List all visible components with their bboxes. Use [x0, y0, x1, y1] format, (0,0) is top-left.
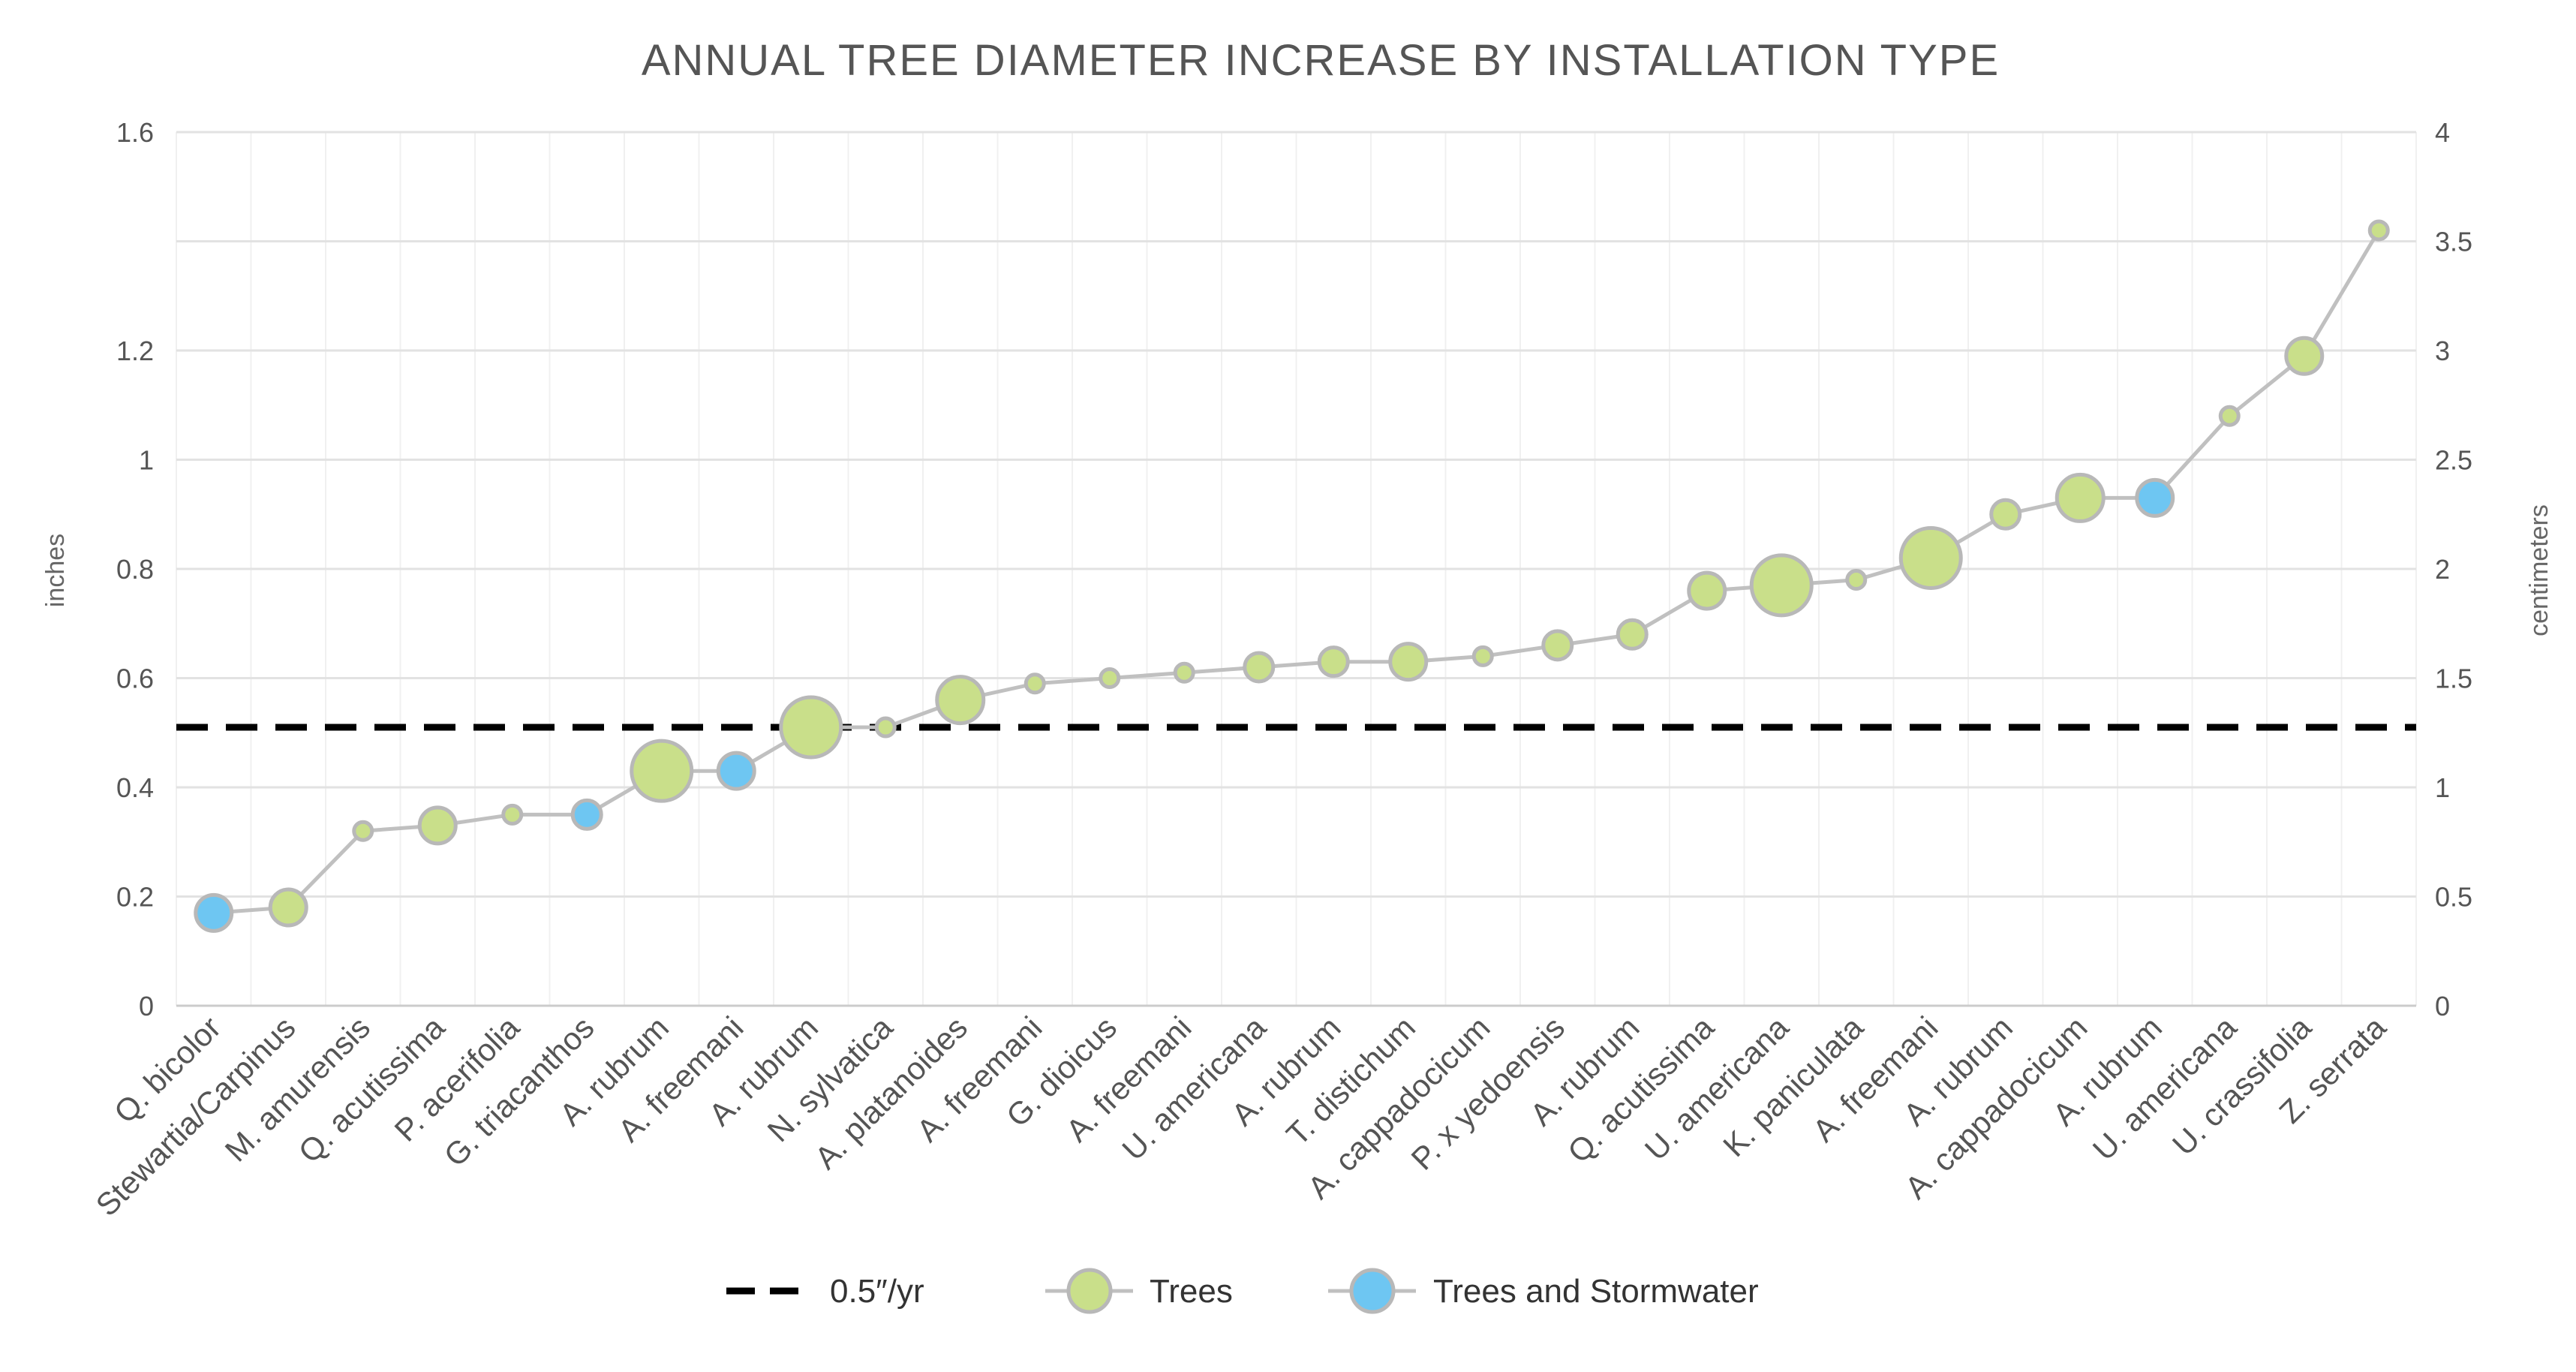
data-point[interactable]	[570, 798, 603, 831]
data-point[interactable]	[417, 805, 458, 846]
data-point[interactable]	[1173, 661, 1195, 684]
y-tick-label: 1	[139, 445, 154, 476]
data-point[interactable]	[501, 803, 524, 826]
legend-item-trees[interactable]: Trees	[1045, 1268, 1233, 1314]
chart-title: ANNUAL TREE DIAMETER INCREASE BY INSTALL…	[642, 36, 2000, 85]
data-point[interactable]	[2367, 219, 2390, 242]
data-point[interactable]	[2218, 405, 2241, 427]
y2-tick-label: 1.5	[2435, 663, 2472, 694]
grid	[176, 131, 2417, 1007]
y-tick-label: 1.6	[116, 117, 154, 148]
data-point[interactable]	[716, 751, 756, 791]
data-point[interactable]	[1687, 570, 1727, 611]
y2-tick-label: 3	[2435, 335, 2450, 366]
legend-stormwater-label: Trees and Stormwater	[1433, 1273, 1759, 1310]
data-point[interactable]	[352, 820, 374, 842]
data-point[interactable]	[2135, 477, 2175, 518]
data-point[interactable]	[630, 739, 694, 803]
data-point[interactable]	[1898, 525, 1963, 590]
data-point[interactable]	[1388, 642, 1429, 682]
data-point[interactable]	[779, 695, 843, 760]
legend-reference-label: 0.5″/yr	[830, 1273, 924, 1310]
y-axis-ticks: 0 0.2 0.4 0.6 0.8 1 1.2 1.6	[116, 117, 154, 1021]
y-tick-label: 1.2	[116, 335, 154, 366]
y-axis-label: inches	[41, 534, 70, 607]
legend-trees-label: Trees	[1150, 1273, 1233, 1310]
data-point[interactable]	[1749, 553, 1814, 618]
data-points	[194, 219, 2390, 933]
data-point[interactable]	[2054, 472, 2106, 523]
data-point[interactable]	[1243, 651, 1276, 684]
data-point[interactable]	[1023, 672, 1046, 695]
y-tick-label: 0.6	[116, 663, 154, 694]
data-point[interactable]	[1616, 618, 1649, 651]
y2-tick-label: 2.5	[2435, 445, 2472, 476]
legend-stormwater-marker	[1349, 1268, 1396, 1314]
y-tick-label: 0.8	[116, 554, 154, 585]
y2-tick-label: 1	[2435, 772, 2450, 803]
y-tick-label: 0.4	[116, 772, 154, 803]
legend: 0.5″/yr Trees Trees and Stormwater	[726, 1268, 1759, 1314]
data-point[interactable]	[2284, 335, 2325, 376]
data-point[interactable]	[1471, 645, 1494, 667]
y2-tick-label: 4	[2435, 117, 2450, 148]
y2-tick-label: 2	[2435, 554, 2450, 585]
legend-trees-marker	[1066, 1268, 1113, 1314]
y2-tick-label: 0.5	[2435, 882, 2472, 913]
data-point[interactable]	[1099, 667, 1121, 689]
data-point[interactable]	[1317, 645, 1350, 678]
y2-tick-label: 3.5	[2435, 227, 2472, 257]
y-tick-label: 0	[139, 991, 154, 1021]
y-tick-label: 0.2	[116, 882, 154, 913]
y2-axis-label: centimeters	[2525, 504, 2553, 636]
data-point[interactable]	[935, 675, 986, 726]
data-point[interactable]	[1541, 629, 1574, 662]
data-point[interactable]	[1989, 498, 2022, 531]
legend-item-reference[interactable]: 0.5″/yr	[726, 1273, 924, 1310]
data-point[interactable]	[194, 892, 234, 933]
data-point[interactable]	[1845, 569, 1868, 591]
data-point[interactable]	[268, 887, 308, 928]
data-point[interactable]	[874, 716, 897, 739]
y2-axis-ticks: 0 0.5 1 1.5 2 2.5 3 3.5 4	[2435, 117, 2472, 1021]
y2-tick-label: 0	[2435, 991, 2450, 1021]
legend-item-stormwater[interactable]: Trees and Stormwater	[1328, 1268, 1759, 1314]
